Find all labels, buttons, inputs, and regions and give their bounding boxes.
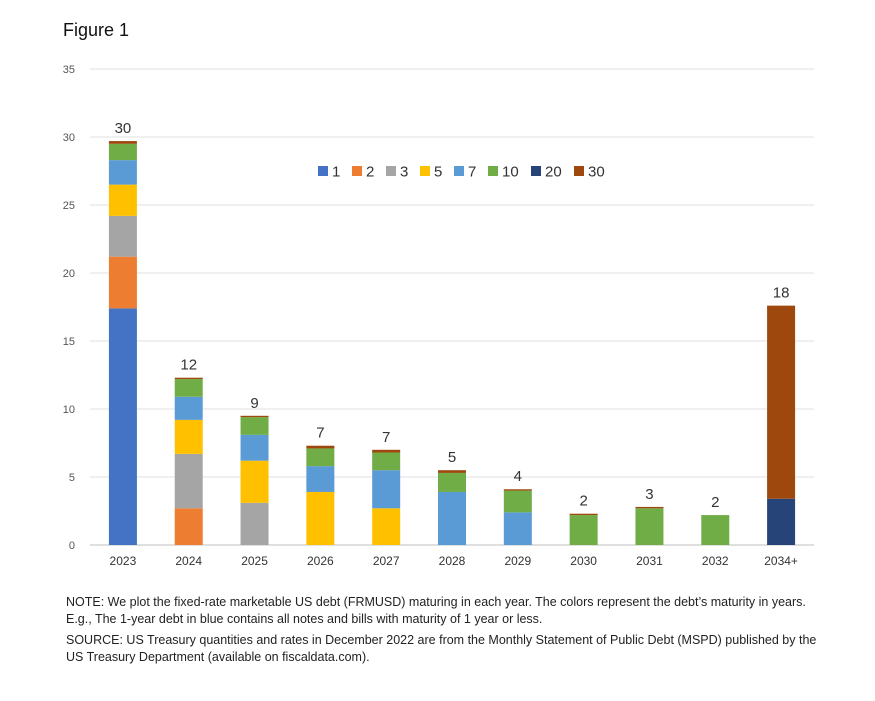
bar-segment xyxy=(767,305,796,499)
bar-segment xyxy=(503,490,532,513)
bar-segment xyxy=(108,308,137,545)
bar-segment xyxy=(174,379,203,397)
legend-swatch xyxy=(574,166,584,176)
bar-segment xyxy=(108,184,137,216)
legend-swatch xyxy=(454,166,464,176)
bar-segment xyxy=(174,377,203,380)
x-category-label: 2023 xyxy=(110,554,137,568)
x-category-label: 2024 xyxy=(175,554,202,568)
bar-segment xyxy=(306,448,335,467)
bar-segment xyxy=(108,143,137,161)
bar-segment xyxy=(108,141,137,144)
bar-segment xyxy=(174,508,203,545)
bar-segment xyxy=(240,502,269,545)
x-category-label: 2029 xyxy=(504,554,531,568)
y-tick-label: 25 xyxy=(63,200,75,212)
x-category-label: 2034+ xyxy=(764,554,798,568)
bar-segment xyxy=(174,419,203,454)
legend-label: 30 xyxy=(588,164,605,181)
bar-segment xyxy=(240,415,269,418)
bar-total-label: 7 xyxy=(382,429,390,446)
legend-swatch xyxy=(531,166,541,176)
bar-segment xyxy=(372,452,401,471)
y-tick-label: 5 xyxy=(69,472,75,484)
bar-total-label: 30 xyxy=(115,120,132,137)
y-tick-label: 20 xyxy=(63,268,75,280)
bar-segment xyxy=(438,472,466,492)
x-category-label: 2032 xyxy=(702,554,729,568)
bar-total-label: 2 xyxy=(711,494,719,511)
bar-segment xyxy=(240,434,269,461)
y-tick-label: 15 xyxy=(63,336,75,348)
bar-segment xyxy=(635,508,664,545)
y-tick-label: 35 xyxy=(63,64,75,76)
x-category-label: 2030 xyxy=(570,554,597,568)
legend-label: 2 xyxy=(366,164,374,181)
bar-total-label: 3 xyxy=(645,486,653,503)
bar-segment xyxy=(767,498,796,545)
bar-segment xyxy=(503,512,532,545)
y-tick-label: 10 xyxy=(63,404,75,416)
legend-label: 5 xyxy=(434,164,442,181)
x-category-label: 2031 xyxy=(636,554,663,568)
bar-segment xyxy=(306,491,335,545)
bar-segment xyxy=(174,396,203,420)
figure-title: Figure 1 xyxy=(63,20,130,40)
bar-segment xyxy=(503,489,532,491)
legend-swatch xyxy=(352,166,362,176)
bar-segment xyxy=(569,513,598,516)
bar-segment xyxy=(635,506,664,509)
legend: 1 2 3 5 7 10 20 30 xyxy=(318,164,605,181)
legend-label: 7 xyxy=(468,164,476,181)
x-axis-category-labels: 2023 2024 2025 2026 2027 2028 2029 2030 2031 2032… xyxy=(110,554,798,568)
legend-label: 10 xyxy=(502,164,519,181)
legend-label: 3 xyxy=(400,164,408,181)
legend-swatch xyxy=(318,166,328,176)
bars xyxy=(108,141,796,545)
x-category-label: 2026 xyxy=(307,554,334,568)
bar-segment xyxy=(174,453,203,509)
bar-total-label: 12 xyxy=(180,357,197,374)
bar-segment xyxy=(306,466,335,492)
x-category-label: 2028 xyxy=(439,554,466,568)
bar-segment xyxy=(372,449,401,453)
legend-swatch xyxy=(386,166,396,176)
bar-total-label: 18 xyxy=(773,285,790,302)
bar-total-label: 4 xyxy=(514,468,522,485)
bar-segment xyxy=(108,160,137,185)
legend-label: 20 xyxy=(545,164,562,181)
y-tick-label: 0 xyxy=(69,540,75,552)
bar-segment xyxy=(372,508,401,545)
bar-segment xyxy=(108,256,137,309)
bar-total-label: 5 xyxy=(448,449,456,466)
figure-notes: NOTE: We plot the fixed-rate marketable … xyxy=(66,594,826,670)
x-category-label: 2027 xyxy=(373,554,400,568)
bar-segment xyxy=(108,215,137,257)
legend-label: 1 xyxy=(332,164,340,181)
y-axis-ticks: 0 5 10 15 20 25 30 35 xyxy=(63,64,75,552)
bar-total-label: 7 xyxy=(316,425,324,442)
bar-segment xyxy=(438,470,466,473)
bar-total-label: 9 xyxy=(250,395,258,412)
bar-segment xyxy=(306,445,335,449)
legend-swatch xyxy=(488,166,498,176)
bar-segment xyxy=(701,515,730,545)
y-tick-label: 30 xyxy=(63,132,75,144)
bar-segment xyxy=(569,515,598,545)
legend-swatch xyxy=(420,166,430,176)
bar-segment xyxy=(438,491,466,545)
bar-total-label: 2 xyxy=(579,493,587,510)
bar-segment xyxy=(240,417,269,435)
bar-segment xyxy=(372,470,401,509)
bar-segment xyxy=(240,460,269,503)
x-category-label: 2025 xyxy=(241,554,268,568)
source-text: SOURCE: US Treasury quantities and rates… xyxy=(66,633,817,664)
note-text: NOTE: We plot the fixed-rate marketable … xyxy=(66,595,806,626)
